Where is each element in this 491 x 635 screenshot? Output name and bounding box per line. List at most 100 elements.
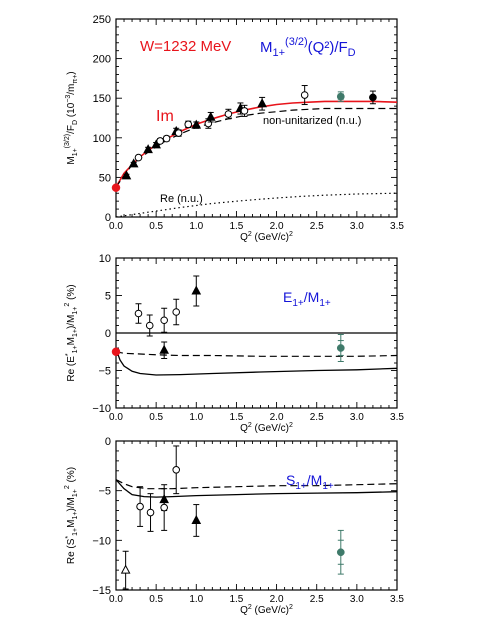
y-axis-label-part: M [66,520,77,528]
data-point-dot-red [111,183,121,192]
data-point-open-circle [172,308,181,316]
x-axis-label-q: Q [240,605,248,616]
x-tick-label: 3.5 [390,221,404,232]
x-tick-label: 3.5 [390,594,404,605]
y-axis-label-part: (%) [66,467,77,485]
y-axis-label-sub: 1+ [72,489,79,497]
y-tick-label: 10 [99,253,111,265]
x-axis-label-sup: 2 [289,231,293,238]
title-base: M [260,39,273,56]
y-tick-label: −5 [98,486,111,498]
data-point-dot-red [111,347,121,356]
annotation-re: Re (n.u.) [160,193,203,205]
y-axis-label: M1+(3/2)/FD (10−3/mπ+) [64,71,79,164]
y-axis-label-part: M [66,337,77,345]
y-tick-label: −10 [92,403,111,415]
x-tick-label: 0.5 [149,221,163,232]
x-tick-label: 1.5 [229,412,243,423]
annotation-w: W=1232 MeV [140,38,231,55]
x-tick-label: 3.0 [350,412,364,423]
x-tick-label: 2.5 [310,221,324,232]
y-axis-label-sup: * [65,353,72,356]
x-tick-label: 0.0 [109,594,123,605]
y-tick-label: −5 [98,366,111,378]
series-line-non-unitarized [116,351,397,357]
y-tick-label: 150 [93,93,111,105]
data-point-open-circle [156,137,164,145]
x-tick-label: 0.5 [149,412,163,423]
y-tick-label: 50 [99,172,111,184]
x-tick-label: 0.0 [109,412,123,423]
y-axis-label: Re (S*1+M1+)/M1+2 (%) [64,467,79,564]
x-axis-label-q: Q [240,423,248,434]
data-point-triangle [191,514,202,524]
x-axis-label-sup: 2 [289,422,293,429]
y-tick-label: 0 [105,328,111,340]
annotation-nonunit: non-unitarized (n.u.) [263,115,361,127]
x-tick-label: 1.5 [229,221,243,232]
title-sub: 1+ [273,47,286,59]
x-tick-label: 1.0 [189,594,203,605]
y-axis-label-part: /F [66,125,77,134]
data-point-open-triangle [120,564,131,574]
x-axis-label-sup: 2 [248,422,252,429]
x-tick-label: 2.0 [270,221,284,232]
x-axis-label-sup: 2 [248,604,252,611]
data-point-dot-black [369,93,377,102]
series-line-re [116,192,397,217]
annotation-title: S1+/M1+ [286,472,334,492]
x-tick-label: 2.0 [270,412,284,423]
data-point-triangle [128,158,139,168]
title-base: S [286,472,295,488]
x-tick-label: 0.0 [109,221,123,232]
y-axis-label-part: )/M [66,497,77,511]
data-point-open-circle [184,120,193,129]
series-line-non-unitarized [116,479,397,490]
plot-frame [115,440,398,591]
data-point-open-circle [300,91,309,99]
annotation-title: M1+(3/2)(Q²)/FD [260,36,356,59]
title-sub: 1+ [322,481,334,492]
x-tick-label: 1.0 [189,412,203,423]
title-mid: /M [307,472,323,488]
series-line-non-unitarized [116,107,397,188]
y-tick-label: −10 [92,535,111,547]
annotation-im: Im [156,108,174,125]
y-axis-label-part: Re (E [66,356,77,382]
title-sub: D [348,47,356,59]
x-axis-label-q: Q [240,232,248,243]
data-point-triangle [143,144,153,154]
data-point-triangle [257,98,267,108]
x-tick-label: 0.5 [149,594,163,605]
x-tick-label: 2.5 [310,412,324,423]
y-axis-label-sub: 1+ [72,148,79,156]
y-tick-label: 0 [105,212,111,224]
data-point-open-circle [136,502,144,511]
data-point-triangle [205,111,216,121]
y-axis-label-sub: 1+ [72,329,79,337]
data-point-triangle [191,285,202,295]
y-axis-label-sub: 1+ [72,528,79,536]
data-point-open-circle [162,134,171,143]
x-tick-label: 3.0 [350,221,364,232]
data-point-open-circle [160,503,168,512]
title-mid: /M [304,289,320,305]
y-axis-label-sub: 1+ [72,512,79,520]
data-point-open-circle [160,316,168,325]
x-axis-label-unit: (GeV/c) [252,605,289,616]
x-axis-label-unit: (GeV/c) [252,232,289,243]
plot-frame [115,18,398,218]
title-base: E [283,289,292,305]
y-axis-label-part: )/M [66,315,77,329]
y-axis-label-part: Re (S [66,538,77,564]
y-axis-label-sup: 2 [64,303,71,307]
data-point-dot-green [336,548,345,557]
y-tick-label: 100 [93,133,111,145]
title-sub: 1+ [292,298,304,309]
y-axis-label-part: /m [66,84,77,95]
y-tick-label: 0 [105,436,111,448]
title-sub: 1+ [319,298,331,309]
